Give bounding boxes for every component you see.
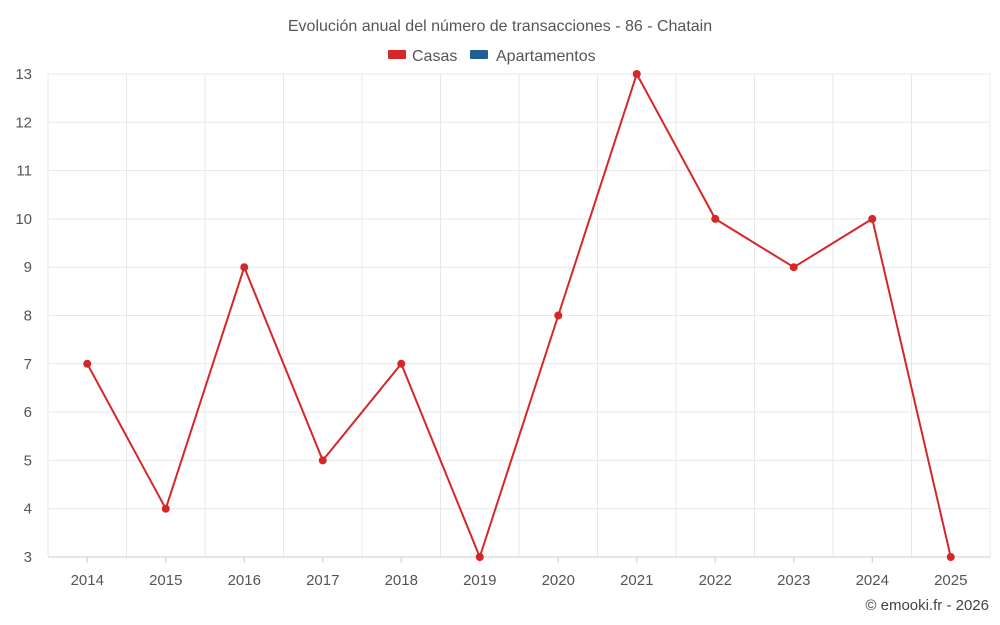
data-point[interactable] (240, 263, 249, 272)
series-layer (83, 70, 955, 561)
x-tick-label: 2021 (620, 572, 653, 589)
x-tick-label: 2025 (934, 572, 967, 589)
y-tick-label: 8 (24, 308, 32, 325)
y-tick-label: 9 (24, 259, 32, 276)
x-tick-label: 2018 (385, 572, 418, 589)
legend-item-casas[interactable]: Casas (388, 48, 457, 65)
data-point[interactable] (318, 456, 327, 465)
legend: Casas Apartamentos (388, 48, 596, 65)
y-tick-label: 11 (16, 163, 32, 180)
credit-text: © emooki.fr - 2026 (865, 597, 989, 614)
y-tick-label: 10 (15, 211, 32, 228)
data-point[interactable] (711, 214, 720, 223)
data-point[interactable] (789, 263, 798, 272)
x-axis-ticks: 2014 2015 2016 2017 2018 2019 2020 2021 2022 2023… (71, 557, 967, 589)
x-tick-label: 2022 (699, 572, 732, 589)
data-point[interactable] (83, 359, 92, 368)
x-tick-label: 2023 (777, 572, 810, 589)
y-tick-label: 12 (15, 114, 32, 131)
data-point[interactable] (632, 70, 641, 78)
x-tick-label: 2024 (856, 572, 889, 589)
legend-item-apartamentos[interactable]: Apartamentos (470, 48, 596, 65)
y-tick-label: 7 (24, 356, 32, 373)
x-tick-label: 2015 (149, 572, 182, 589)
x-tick-label: 2020 (542, 572, 575, 589)
data-point[interactable] (554, 311, 563, 320)
data-point[interactable] (161, 504, 170, 513)
data-point[interactable] (475, 553, 484, 561)
y-axis-ticks: 3 4 5 6 7 8 9 10 11 12 13 (15, 66, 32, 566)
x-tick-label: 2019 (463, 572, 496, 589)
y-tick-label: 3 (24, 549, 32, 566)
series-line-casas (86, 73, 952, 558)
chart-title: Evolución anual del número de transaccio… (288, 18, 712, 35)
data-point[interactable] (868, 214, 877, 223)
x-tick-label: 2014 (71, 572, 104, 589)
legend-label-apartamentos: Apartamentos (496, 48, 596, 65)
y-tick-label: 6 (24, 404, 32, 421)
data-point[interactable] (946, 553, 955, 561)
grid (47, 73, 991, 558)
legend-swatch-casas (388, 50, 406, 59)
legend-label-casas: Casas (412, 48, 457, 65)
y-tick-label: 5 (24, 452, 32, 469)
x-tick-label: 2016 (228, 572, 261, 589)
y-tick-label: 4 (24, 501, 32, 518)
legend-swatch-apartamentos (470, 50, 488, 59)
y-tick-label: 13 (15, 66, 32, 83)
data-point[interactable] (397, 359, 406, 368)
x-tick-label: 2017 (306, 572, 339, 589)
